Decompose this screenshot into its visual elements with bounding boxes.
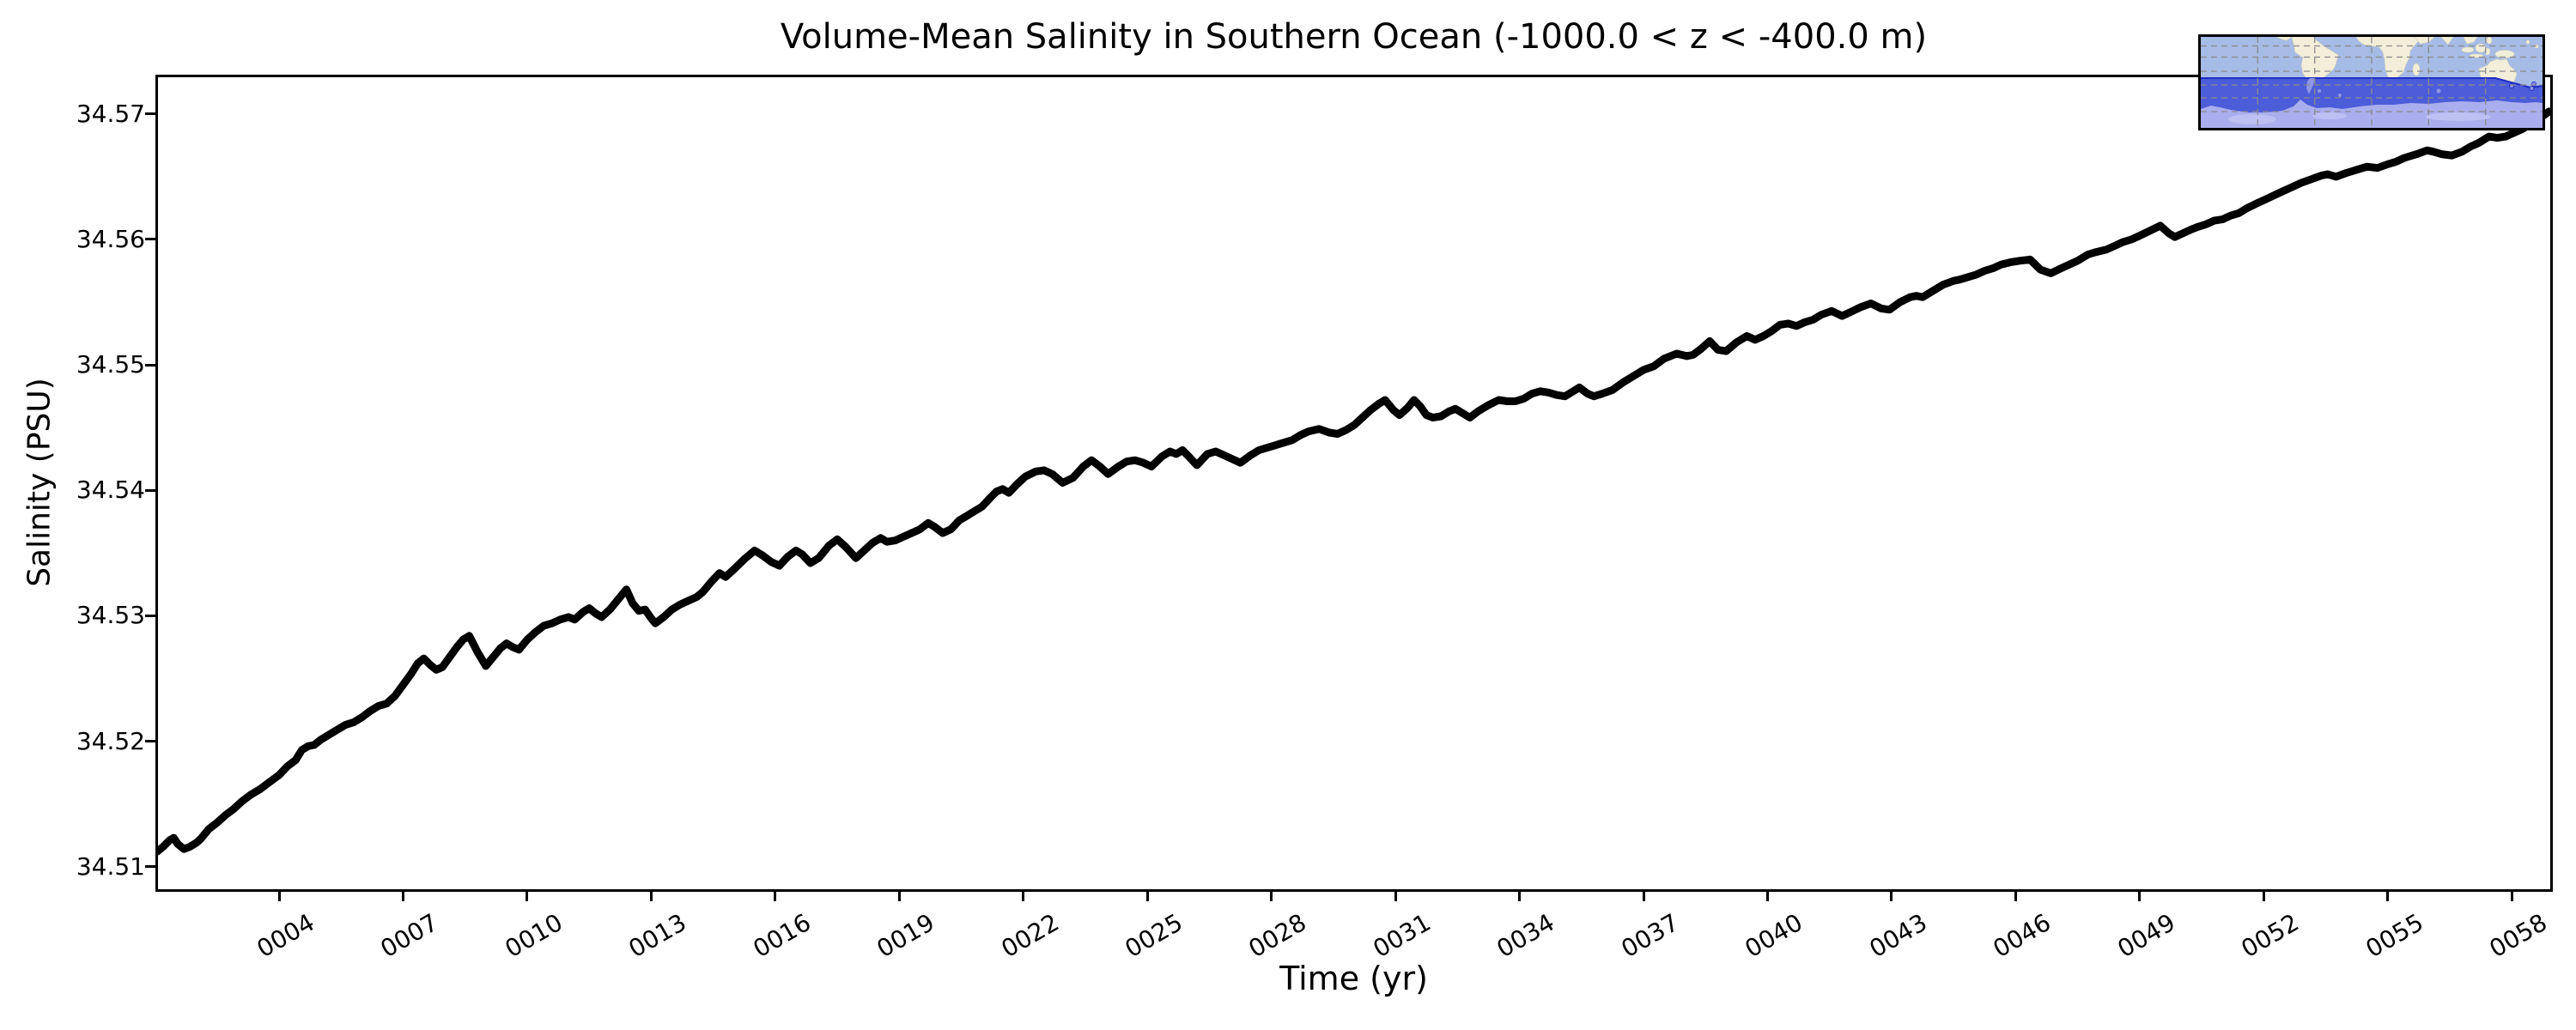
x-axis-label: Time (yr) xyxy=(1279,960,1428,997)
southern-ocean-band-edge xyxy=(2201,77,2543,89)
y-tick-label: 34.55 xyxy=(76,350,145,379)
y-axis-tick xyxy=(145,865,157,869)
x-tick-label: 0016 xyxy=(748,908,816,964)
falkland-islands xyxy=(2318,89,2321,93)
x-axis-tick xyxy=(526,889,529,901)
antarctic-ice-shelves xyxy=(2228,112,2491,124)
x-tick-label: 0052 xyxy=(2236,908,2304,964)
sulawesi xyxy=(2484,47,2491,56)
x-axis-tick xyxy=(1270,889,1273,901)
x-tick-label: 0031 xyxy=(1368,908,1436,964)
x-axis-tick xyxy=(649,889,653,901)
x-axis-tick xyxy=(1145,889,1149,901)
x-tick-label: 0004 xyxy=(252,908,319,964)
y-axis-tick xyxy=(145,488,157,492)
map-gridlines xyxy=(2201,37,2543,128)
x-tick-label: 0022 xyxy=(996,908,1064,964)
y-tick-label: 34.54 xyxy=(76,476,145,505)
y-axis-tick xyxy=(145,112,157,116)
indochina xyxy=(2463,37,2478,45)
borneo xyxy=(2475,43,2487,53)
x-axis-tick xyxy=(1890,889,1893,901)
y-axis-tick xyxy=(145,740,157,743)
y-tick-label: 34.52 xyxy=(76,726,145,755)
world-map-svg xyxy=(2201,37,2543,128)
x-axis-tick xyxy=(1022,889,1025,901)
x-tick-label: 0046 xyxy=(1988,908,2056,964)
x-tick-label: 0049 xyxy=(2112,908,2180,964)
salinity-series-line xyxy=(157,107,2550,856)
chart-title: Volume-Mean Salinity in Southern Ocean (… xyxy=(780,17,1928,57)
y-axis-tick xyxy=(145,363,157,367)
y-tick-label: 34.57 xyxy=(76,99,145,128)
x-tick-label: 0013 xyxy=(623,908,691,964)
x-tick-label: 0055 xyxy=(2360,908,2428,964)
x-tick-label: 0019 xyxy=(872,908,939,964)
y-axis-label: Salinity (PSU) xyxy=(21,378,58,587)
new-zealand-north xyxy=(2531,82,2537,87)
x-axis-tick xyxy=(1518,889,1522,901)
x-axis-tick xyxy=(1765,889,1769,901)
x-tick-label: 0025 xyxy=(1120,908,1188,964)
inset-map xyxy=(2198,34,2545,130)
madagascar xyxy=(2412,63,2421,76)
x-tick-label: 0028 xyxy=(1243,908,1312,964)
patagonia-tail xyxy=(2306,78,2315,94)
central-america xyxy=(2275,37,2293,41)
india xyxy=(2440,37,2454,45)
x-axis-tick xyxy=(2138,889,2142,901)
salinity-line-chart xyxy=(157,107,2550,856)
x-axis-tick xyxy=(774,889,777,901)
x-tick-label: 0010 xyxy=(500,908,568,964)
south-georgia xyxy=(2338,94,2342,97)
kerguelen xyxy=(2436,88,2441,94)
sumatra xyxy=(2461,46,2475,53)
y-axis-tick xyxy=(145,614,157,617)
x-axis-tick xyxy=(897,889,901,901)
map-continents xyxy=(2275,37,2539,95)
x-axis-tick xyxy=(2386,889,2390,901)
x-axis-tick xyxy=(2014,889,2017,901)
y-tick-label: 34.56 xyxy=(76,224,145,253)
new-zealand-south xyxy=(2529,86,2535,91)
x-tick-label: 0034 xyxy=(1492,908,1560,964)
arabia xyxy=(2413,37,2435,45)
x-axis-tick xyxy=(1394,889,1397,901)
y-axis-tick xyxy=(145,238,157,241)
tasmania xyxy=(2509,83,2514,88)
x-axis-tick xyxy=(277,889,281,901)
x-tick-label: 0007 xyxy=(375,908,444,964)
plot-area xyxy=(155,75,2553,892)
x-tick-label: 0037 xyxy=(1616,908,1684,964)
x-axis-tick xyxy=(402,889,404,901)
y-tick-label: 34.53 xyxy=(76,601,145,630)
x-tick-label: 0043 xyxy=(1864,908,1932,964)
y-tick-label: 34.51 xyxy=(76,851,145,881)
x-axis-tick xyxy=(2262,889,2265,901)
x-tick-label: 0058 xyxy=(2484,908,2552,964)
new-guinea xyxy=(2494,50,2515,58)
x-tick-label: 0040 xyxy=(1740,908,1807,964)
pacific-island xyxy=(2525,39,2530,45)
x-axis-tick xyxy=(2510,889,2513,901)
x-axis-tick xyxy=(1642,889,1645,901)
philippines xyxy=(2486,37,2493,45)
